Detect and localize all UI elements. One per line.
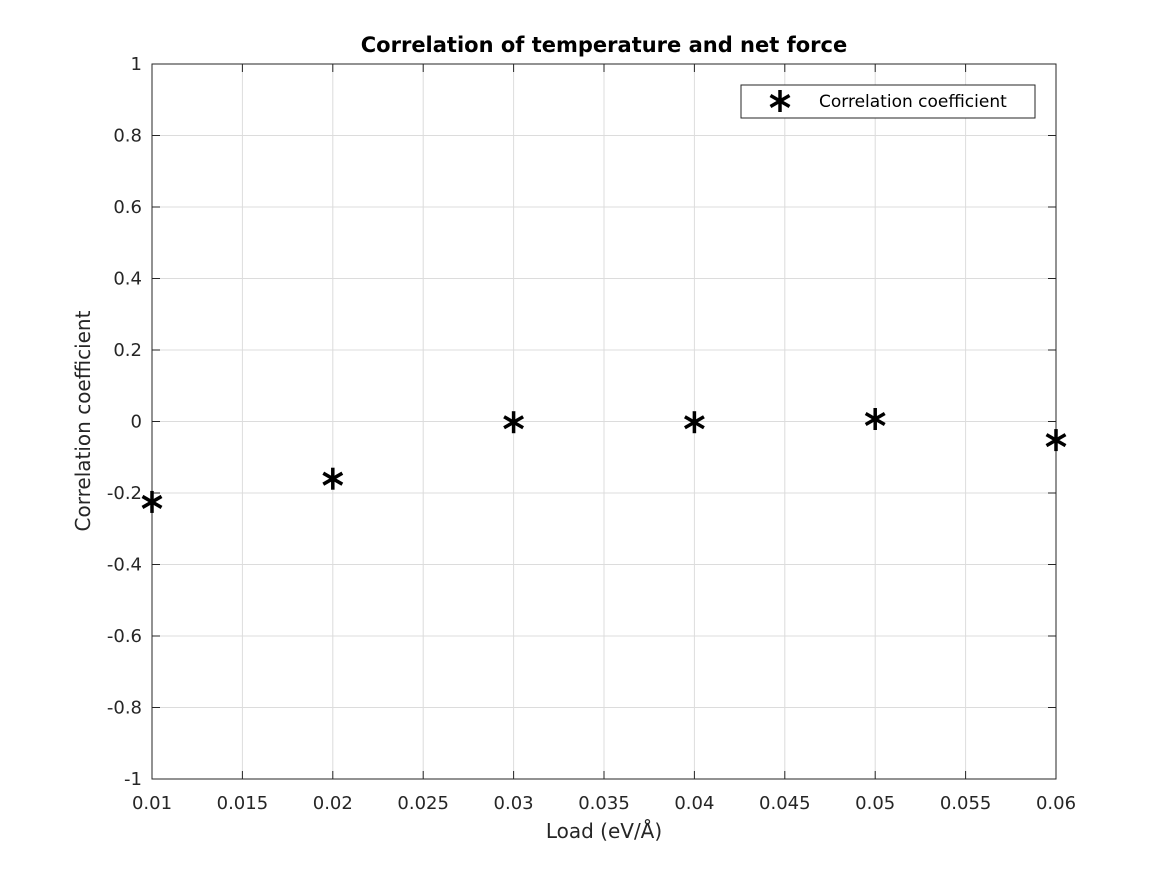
plot-area-frame xyxy=(151,63,1057,780)
x-tick-labels: 0.01 0.015 0.02 0.025 0.03 0.035 0.04 0.045 0.05… xyxy=(132,793,1076,814)
y-tick-label: -0.8 xyxy=(107,698,142,719)
x-tick-label: 0.015 xyxy=(217,793,269,814)
y-axis-label: Correlation coefficient xyxy=(71,310,95,531)
x-tick-label: 0.055 xyxy=(940,793,992,814)
x-tick-label: 0.03 xyxy=(494,793,534,814)
y-tick-label: 0.8 xyxy=(113,126,142,147)
chart-title: Correlation of temperature and net force xyxy=(361,33,847,57)
data-points xyxy=(141,407,1067,513)
data-point-asterisk xyxy=(141,490,163,513)
x-tick-label: 0.045 xyxy=(759,793,811,814)
legend-label: Correlation coefficient xyxy=(819,92,1007,112)
data-point-asterisk xyxy=(864,407,886,430)
legend-marker-asterisk xyxy=(769,90,791,112)
data-point-asterisk xyxy=(1045,429,1067,452)
y-tick-labels: -1 -0.8 -0.6 -0.4 -0.2 0 0.2 0.4 0.6 0.8 1 xyxy=(107,54,142,790)
y-tick-label: -0.2 xyxy=(107,483,142,504)
y-tick-label: 0.4 xyxy=(113,269,142,290)
x-tick-label: 0.02 xyxy=(313,793,353,814)
x-tick-label: 0.035 xyxy=(578,793,630,814)
x-tick-label: 0.025 xyxy=(397,793,449,814)
y-tick-label: -1 xyxy=(124,769,142,790)
legend-asterisk-icon xyxy=(769,90,791,112)
x-tick-label: 0.01 xyxy=(132,793,172,814)
y-tick-label: 1 xyxy=(131,54,142,75)
y-tick-label: -0.6 xyxy=(107,626,142,647)
x-axis-label: Load (eV/Å) xyxy=(546,819,662,843)
data-point-asterisk xyxy=(503,411,525,434)
legend: Correlation coefficient xyxy=(740,84,1036,119)
y-tick-label: 0.6 xyxy=(113,197,142,218)
x-tick-label: 0.06 xyxy=(1036,793,1076,814)
x-tick-label: 0.04 xyxy=(674,793,714,814)
data-point-asterisk xyxy=(322,467,344,490)
y-tick-label: -0.4 xyxy=(107,555,142,576)
data-point-asterisk xyxy=(683,411,705,434)
y-tick-label: 0.2 xyxy=(113,340,142,361)
x-tick-label: 0.05 xyxy=(855,793,895,814)
y-tick-label: 0 xyxy=(131,412,142,433)
legend-box xyxy=(740,84,1036,119)
